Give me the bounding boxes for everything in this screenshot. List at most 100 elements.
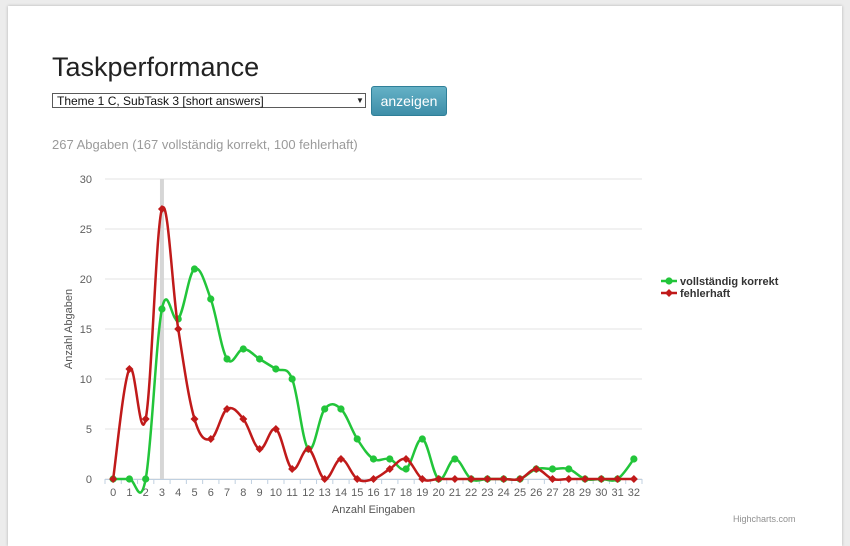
data-point-1 <box>418 475 427 483</box>
data-point-1 <box>109 475 118 483</box>
x-tick-label: 7 <box>224 487 230 499</box>
data-point-0 <box>418 435 426 443</box>
x-tick-label: 25 <box>514 487 526 499</box>
data-point-0 <box>255 355 264 363</box>
y-tick-label: 10 <box>80 374 92 386</box>
data-point-0 <box>125 475 134 483</box>
data-point-1 <box>157 205 166 213</box>
y-tick-label: 15 <box>80 324 92 336</box>
subtask-select-value: Theme 1 C, SubTask 3 [short answers] <box>57 94 264 108</box>
x-tick-label: 10 <box>270 487 282 499</box>
data-point-1 <box>223 405 232 413</box>
data-point-1 <box>548 475 557 483</box>
chevron-down-icon[interactable]: ▼ <box>356 96 364 105</box>
data-point-1 <box>141 415 150 423</box>
x-tick-label: 23 <box>481 487 493 499</box>
data-point-0 <box>630 455 638 463</box>
data-point-1 <box>271 425 280 433</box>
data-point-1 <box>336 455 345 463</box>
data-point-0 <box>272 365 280 373</box>
data-point-1 <box>304 445 313 453</box>
x-tick-label: 30 <box>595 487 607 499</box>
x-tick-label: 3 <box>159 487 165 499</box>
data-point-1 <box>402 455 411 463</box>
data-point-0 <box>386 455 394 463</box>
chart-credit[interactable]: Highcharts.com <box>733 514 796 524</box>
data-point-1 <box>353 475 362 483</box>
legend-marker-0 <box>665 277 673 285</box>
x-tick-label: 9 <box>257 487 263 499</box>
data-point-1 <box>613 475 622 483</box>
data-point-1 <box>515 475 524 483</box>
data-point-1 <box>125 365 134 373</box>
data-point-1 <box>450 475 459 483</box>
y-tick-label: 0 <box>86 474 92 486</box>
x-tick-label: 27 <box>546 487 558 499</box>
x-tick-label: 22 <box>465 487 477 499</box>
data-point-0 <box>548 465 557 473</box>
data-point-0 <box>223 355 231 363</box>
x-tick-label: 20 <box>432 487 444 499</box>
data-point-1 <box>255 445 264 453</box>
data-point-1 <box>581 475 590 483</box>
data-point-1 <box>434 475 443 483</box>
data-point-1 <box>174 325 183 333</box>
x-tick-label: 32 <box>628 487 640 499</box>
data-point-0 <box>565 465 573 473</box>
data-point-1 <box>206 435 215 443</box>
x-tick-label: 11 <box>286 487 297 499</box>
data-point-1 <box>385 465 394 473</box>
data-point-1 <box>239 415 248 423</box>
x-tick-label: 2 <box>143 487 149 499</box>
x-tick-label: 26 <box>530 487 542 499</box>
x-tick-label: 24 <box>498 487 510 499</box>
x-tick-label: 31 <box>611 487 623 499</box>
data-point-0 <box>369 455 378 463</box>
x-tick-label: 0 <box>110 487 116 499</box>
data-point-1 <box>288 465 297 473</box>
x-tick-label: 14 <box>335 487 347 499</box>
x-tick-label: 1 <box>126 487 132 499</box>
legend-item-1[interactable]: fehlerhaft <box>680 288 730 300</box>
data-point-0 <box>190 265 199 273</box>
x-crosshair-band <box>159 179 164 479</box>
x-tick-label: 12 <box>302 487 314 499</box>
y-tick-label: 5 <box>86 424 92 436</box>
series-line-1 <box>111 205 634 483</box>
x-axis-title: Anzahl Eingaben <box>332 504 415 516</box>
x-tick-label: 16 <box>367 487 379 499</box>
data-point-0 <box>288 375 296 383</box>
x-tick-label: 4 <box>175 487 181 499</box>
data-point-1 <box>483 475 492 483</box>
data-point-0 <box>451 455 459 463</box>
data-point-1 <box>629 475 638 483</box>
x-tick-label: 6 <box>208 487 214 499</box>
x-tick-label: 28 <box>563 487 575 499</box>
data-point-1 <box>467 475 476 483</box>
x-tick-label: 21 <box>449 487 461 499</box>
show-button[interactable]: anzeigen <box>371 86 447 116</box>
x-tick-label: 18 <box>400 487 412 499</box>
subtask-select[interactable]: Theme 1 C, SubTask 3 [short answers] ▼ <box>52 93 366 108</box>
series-line-0 <box>113 267 635 494</box>
x-tick-label: 17 <box>384 487 396 499</box>
x-tick-label: 29 <box>579 487 591 499</box>
y-axis-title: Anzahl Abgaben <box>63 289 75 369</box>
data-point-1 <box>564 475 573 483</box>
y-tick-label: 25 <box>80 224 92 236</box>
data-point-1 <box>190 415 199 423</box>
legend-item-0[interactable]: vollständig korrekt <box>680 276 779 288</box>
data-point-0 <box>353 435 361 443</box>
data-point-0 <box>337 405 345 413</box>
data-point-1 <box>532 465 541 473</box>
x-tick-label: 13 <box>319 487 331 499</box>
data-point-1 <box>320 475 329 483</box>
legend-marker-1 <box>665 289 673 297</box>
data-point-0 <box>158 305 166 313</box>
x-tick-label: 5 <box>191 487 197 499</box>
data-point-1 <box>499 475 508 483</box>
data-point-1 <box>369 475 378 483</box>
x-tick-label: 15 <box>351 487 363 499</box>
y-tick-label: 20 <box>80 274 92 286</box>
